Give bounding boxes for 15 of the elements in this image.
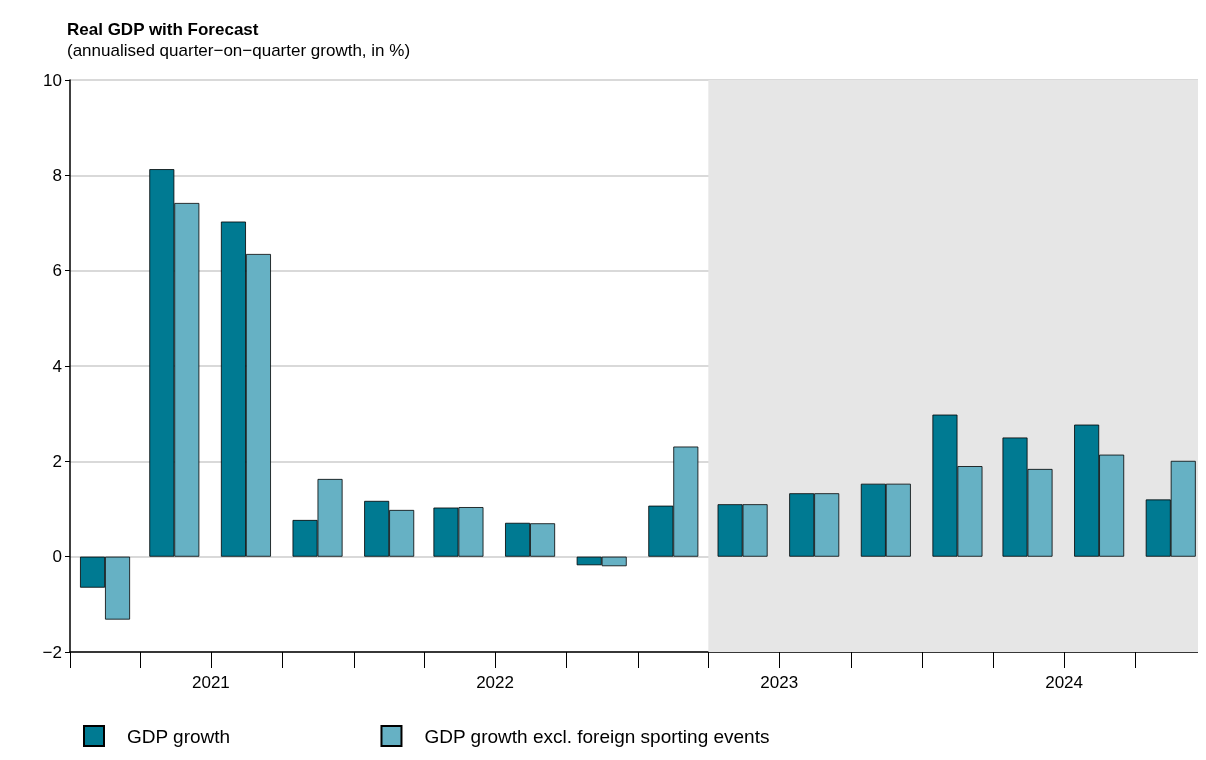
- y-tick-label: 4: [52, 356, 62, 376]
- x-tick-label: 2021: [191, 673, 230, 692]
- chart-subtitle: (annualised quarter−on−quarter growth, in %): [67, 41, 411, 60]
- y-tick-label: 8: [52, 165, 62, 185]
- y-tick-label: −2: [42, 642, 62, 662]
- y-tick-label: 6: [52, 261, 62, 281]
- x-tick-label: 2024: [1045, 673, 1084, 692]
- legend-label: GDP growth excl. foreign sporting events: [424, 725, 770, 747]
- y-tick-label: 2: [52, 451, 62, 471]
- chart-title: Real GDP with Forecast: [67, 20, 259, 39]
- x-tick-label: 2023: [760, 673, 799, 692]
- y-tick-label: 0: [52, 547, 62, 567]
- x-tick-label: 2022: [476, 673, 514, 692]
- legend-label: GDP growth: [127, 725, 231, 747]
- y-tick-label: 10: [43, 70, 62, 90]
